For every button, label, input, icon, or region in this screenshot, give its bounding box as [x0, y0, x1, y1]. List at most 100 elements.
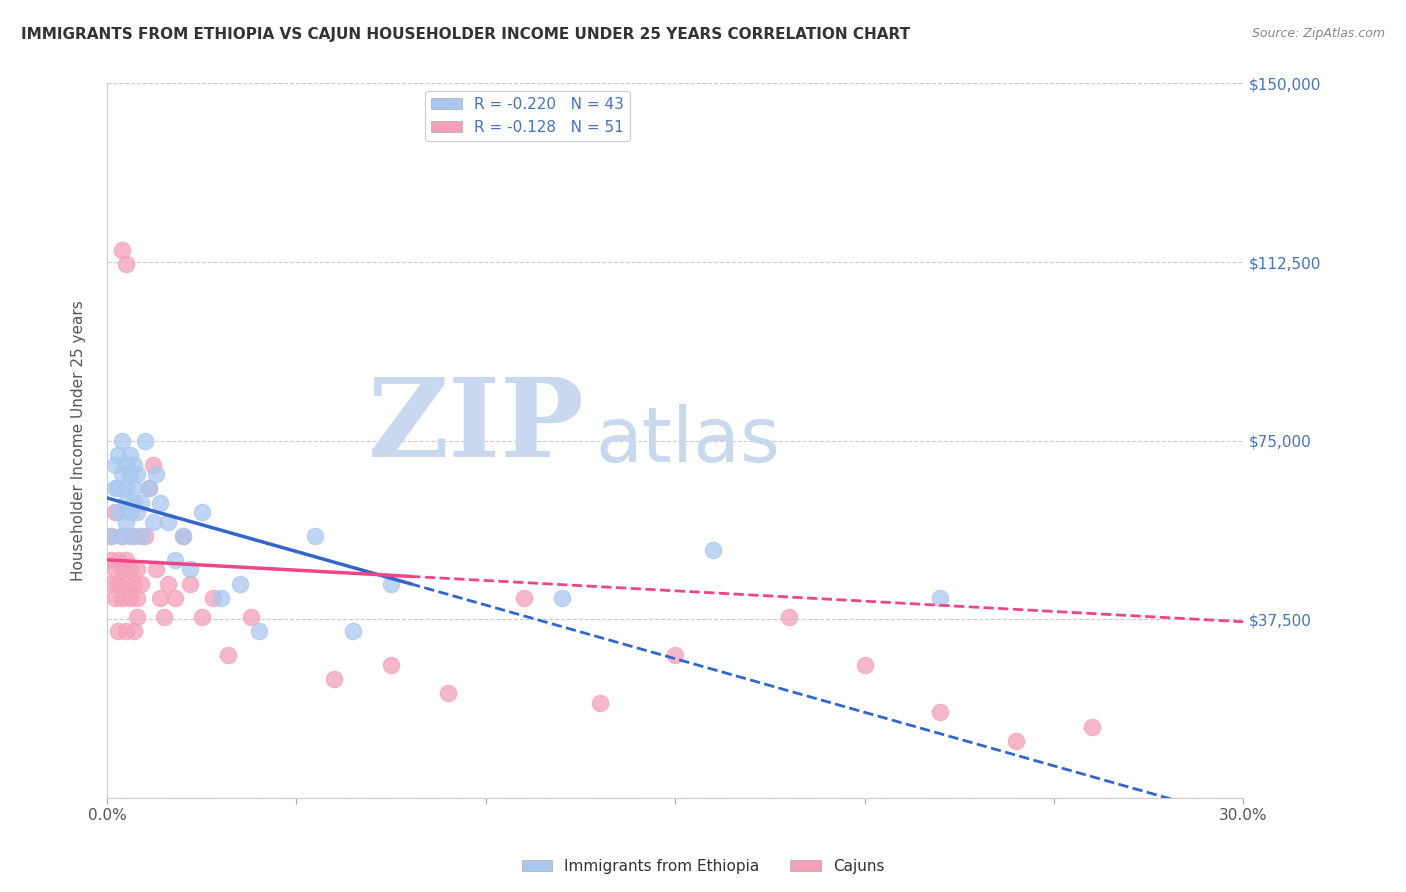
Point [115, 496, 138, 510]
Point [127, 562, 149, 576]
Point [380, 657, 402, 672]
Point [104, 505, 127, 519]
Point [115, 515, 138, 529]
Legend: Immigrants from Ethiopia, Cajuns: Immigrants from Ethiopia, Cajuns [516, 853, 890, 880]
Point [165, 591, 187, 605]
Point [141, 515, 163, 529]
Point [437, 686, 460, 700]
Point [107, 482, 129, 496]
Point [141, 458, 163, 472]
Point [240, 610, 263, 624]
Point [127, 467, 149, 482]
Point [145, 467, 167, 482]
Text: Source: ZipAtlas.com: Source: ZipAtlas.com [1251, 27, 1385, 40]
Point [111, 243, 134, 257]
Point [588, 696, 610, 710]
Point [122, 529, 145, 543]
Point [122, 482, 145, 496]
Point [138, 482, 160, 496]
Point [217, 648, 239, 662]
Point [115, 458, 138, 472]
Point [111, 529, 134, 543]
Point [111, 529, 134, 543]
Point [115, 482, 138, 496]
Point [104, 458, 127, 472]
Point [115, 257, 138, 271]
Point [853, 657, 876, 672]
Point [179, 576, 201, 591]
Point [156, 576, 179, 591]
Point [118, 505, 141, 519]
Point [129, 496, 152, 510]
Point [929, 706, 952, 720]
Point [172, 529, 194, 543]
Point [115, 624, 138, 639]
Point [342, 624, 364, 639]
Point [380, 576, 402, 591]
Point [247, 624, 270, 639]
Point [1005, 734, 1028, 748]
Point [111, 562, 134, 576]
Point [702, 543, 724, 558]
Point [100, 553, 122, 567]
Point [100, 529, 122, 543]
Point [929, 591, 952, 605]
Point [118, 467, 141, 482]
Point [179, 562, 201, 576]
Point [202, 591, 225, 605]
Legend: R = -0.220   N = 43, R = -0.128   N = 51: R = -0.220 N = 43, R = -0.128 N = 51 [425, 91, 630, 141]
Point [115, 576, 138, 591]
Text: atlas: atlas [596, 404, 780, 478]
Point [323, 672, 346, 686]
Point [149, 496, 172, 510]
Point [228, 576, 250, 591]
Point [111, 434, 134, 448]
Point [100, 576, 122, 591]
Point [129, 529, 152, 543]
Point [127, 610, 149, 624]
Point [122, 458, 145, 472]
Point [127, 591, 149, 605]
Point [104, 482, 127, 496]
Point [191, 610, 214, 624]
Point [778, 610, 800, 624]
Y-axis label: Householder Income Under 25 years: Householder Income Under 25 years [72, 301, 86, 581]
Point [664, 648, 686, 662]
Point [513, 591, 536, 605]
Point [165, 553, 187, 567]
Point [127, 505, 149, 519]
Point [156, 515, 179, 529]
Point [149, 591, 172, 605]
Point [134, 529, 156, 543]
Point [138, 482, 160, 496]
Point [118, 562, 141, 576]
Point [111, 591, 134, 605]
Point [129, 576, 152, 591]
Text: IMMIGRANTS FROM ETHIOPIA VS CAJUN HOUSEHOLDER INCOME UNDER 25 YEARS CORRELATION : IMMIGRANTS FROM ETHIOPIA VS CAJUN HOUSEH… [21, 27, 910, 42]
Point [115, 553, 138, 567]
Point [107, 553, 129, 567]
Point [550, 591, 572, 605]
Point [107, 448, 129, 462]
Point [111, 467, 134, 482]
Point [304, 529, 326, 543]
Point [104, 591, 127, 605]
Point [122, 496, 145, 510]
Point [107, 505, 129, 519]
Point [172, 529, 194, 543]
Point [107, 624, 129, 639]
Point [145, 562, 167, 576]
Point [107, 576, 129, 591]
Point [122, 576, 145, 591]
Point [118, 591, 141, 605]
Point [191, 505, 214, 519]
Point [104, 562, 127, 576]
Point [1081, 720, 1104, 734]
Point [209, 591, 232, 605]
Text: ZIP: ZIP [367, 373, 585, 480]
Point [100, 529, 122, 543]
Point [134, 434, 156, 448]
Point [153, 610, 176, 624]
Point [118, 529, 141, 543]
Point [118, 448, 141, 462]
